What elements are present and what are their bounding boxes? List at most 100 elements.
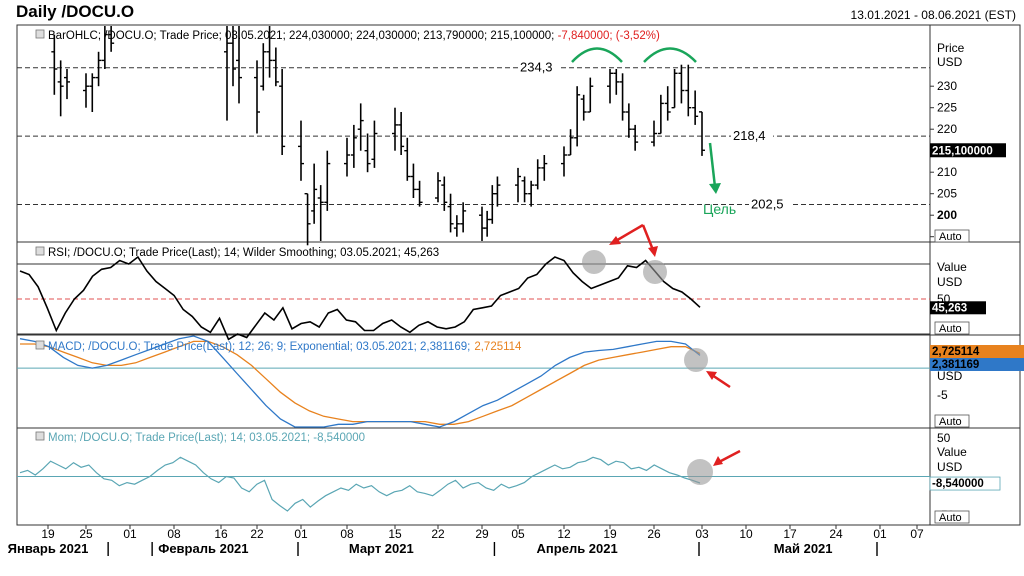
ohlc-bar <box>435 172 441 203</box>
macd-axis-usd: USD <box>937 369 963 383</box>
macd-arrow-head <box>706 371 717 380</box>
x-tick-label: 19 <box>603 527 617 541</box>
mom-legend-text: Mom; /DOCU.O; Trade Price(Last); 14; 03.… <box>48 432 365 444</box>
ohlc-bar <box>236 26 242 104</box>
ohlc-bar <box>664 86 671 121</box>
macd-signal-box <box>930 345 1024 358</box>
ohlc-bar <box>484 210 491 237</box>
mom-auto-button[interactable]: Auto <box>934 510 970 524</box>
x-month-label: Май 2021 <box>774 541 833 556</box>
ohlc-bar <box>416 180 423 207</box>
ohlc-bar <box>51 34 58 95</box>
price-auto-button[interactable]: Auto <box>934 229 970 243</box>
ohlc-bar <box>266 26 273 78</box>
macd-legend-text: MACD; /DOCU.O; Trade Price(Last); 12; 26… <box>48 341 522 353</box>
rsi-line <box>19 255 701 341</box>
chart-title: Daily /DOCU.O <box>16 2 135 21</box>
mom-legend: Mom; /DOCU.O; Trade Price(Last); 14; 03.… <box>35 431 365 444</box>
ohlc-bar <box>317 185 324 241</box>
x-month-label: Февраль 2021 <box>158 541 248 556</box>
ohlc-bar <box>678 64 685 104</box>
rsi-auto-button[interactable]: Auto <box>934 321 970 335</box>
rsi-auto-box[interactable] <box>934 321 970 335</box>
macd-auto-box[interactable] <box>934 414 970 428</box>
ohlc-bar <box>279 69 286 155</box>
macd-auto-label[interactable]: Auto <box>939 416 962 428</box>
ohlc-bar <box>625 103 632 138</box>
macd-value-text: 2,381169 <box>932 359 979 371</box>
ohlc-bar <box>230 26 236 87</box>
rsi-axis-value: Value <box>937 260 967 274</box>
ohlc-bar <box>692 90 699 125</box>
mom-circle <box>687 459 713 485</box>
rsi-axis-usd: USD <box>937 275 963 289</box>
ohlc-bar <box>95 51 102 87</box>
rsi-auto-label[interactable]: Auto <box>939 323 962 335</box>
macd-auto-button[interactable]: Auto <box>934 414 970 428</box>
rsi-arrow-left-head <box>609 236 621 245</box>
ohlc-bar <box>392 107 398 151</box>
ohlc-bar <box>580 94 587 121</box>
price-auto-box[interactable] <box>934 229 970 243</box>
x-tick-label: 15 <box>388 527 402 541</box>
target-label: Цель <box>703 201 736 217</box>
macd-signal-line <box>20 340 701 425</box>
mom-auto-label[interactable]: Auto <box>939 512 962 524</box>
x-month-label: Апрель 2021 <box>537 541 618 556</box>
macd-legend-signal: 2,725114 <box>474 341 522 353</box>
price-tick-label: 220 <box>937 122 957 136</box>
price-tick-label: 200 <box>937 208 957 222</box>
level-label-bg-0 <box>518 58 560 73</box>
ohlc-bar <box>460 202 467 233</box>
ohlc-bar <box>324 150 331 211</box>
x-tick-label: 08 <box>167 527 181 541</box>
price-last-value-box <box>930 143 1006 158</box>
mom-arrow-shaft <box>718 449 741 464</box>
price-auto-label[interactable]: Auto <box>939 231 962 243</box>
x-tick-label: 25 <box>79 527 93 541</box>
ohlc-bar <box>515 167 521 203</box>
ohlc-bar <box>447 193 454 233</box>
macd-value-box <box>930 358 1024 371</box>
rsi-arrow-left <box>609 223 644 245</box>
mom-tick-label: 50 <box>937 431 951 445</box>
ohlc-bar <box>657 94 664 135</box>
x-tick-label: 26 <box>647 527 661 541</box>
rsi-legend-icon <box>35 246 45 256</box>
ohlc-bar <box>224 26 230 121</box>
x-tick-label: 07 <box>910 527 924 541</box>
macd-arrow <box>706 371 731 389</box>
mom-axis-usd: USD <box>937 460 963 474</box>
ohlc-bar <box>89 73 96 112</box>
macd-legend-icon <box>35 340 45 350</box>
ohlc-bar <box>311 163 318 224</box>
macd-signal-value: 2,725114 <box>932 346 980 358</box>
ohlc-bar <box>632 124 639 151</box>
ohlc-bar <box>528 180 535 207</box>
ohlc-bar <box>404 137 411 181</box>
ohlc-bar <box>364 133 371 173</box>
rsi-last-value-box <box>930 301 986 315</box>
rsi-legend-text: RSI; /DOCU.O; Trade Price(Last); 14; Wil… <box>48 247 439 259</box>
price-panel-frame <box>16 24 1021 243</box>
price-tick-label: 225 <box>937 101 957 115</box>
mom-auto-box[interactable] <box>934 510 970 524</box>
mom-arrow <box>713 449 741 466</box>
rsi-arrow-right-head <box>648 246 658 257</box>
ohlc-bar <box>83 73 89 108</box>
level-label-bg-2 <box>749 195 791 210</box>
ohlc-bar <box>587 77 594 113</box>
level-label-1: 218,4 <box>733 128 766 143</box>
ohlc-bar <box>651 120 657 147</box>
macd-signal-tag: 2,725114 <box>930 345 1024 358</box>
ohlc-bar <box>494 176 501 207</box>
x-month-label: Март 2021 <box>349 541 414 556</box>
macd-legend-main: MACD; /DOCU.O; Trade Price(Last); 12; 26… <box>48 341 470 353</box>
x-month-label: Январь 2021 <box>8 541 89 556</box>
ohlc-bar <box>272 47 279 87</box>
price-legend-main: BarOHLC; /DOCU.O; Trade Price; 03.05.202… <box>48 30 558 42</box>
rsi-arrow-right-shaft <box>641 224 655 251</box>
x-tick-label: 29 <box>475 527 489 541</box>
x-tick-label: 05 <box>511 527 525 541</box>
